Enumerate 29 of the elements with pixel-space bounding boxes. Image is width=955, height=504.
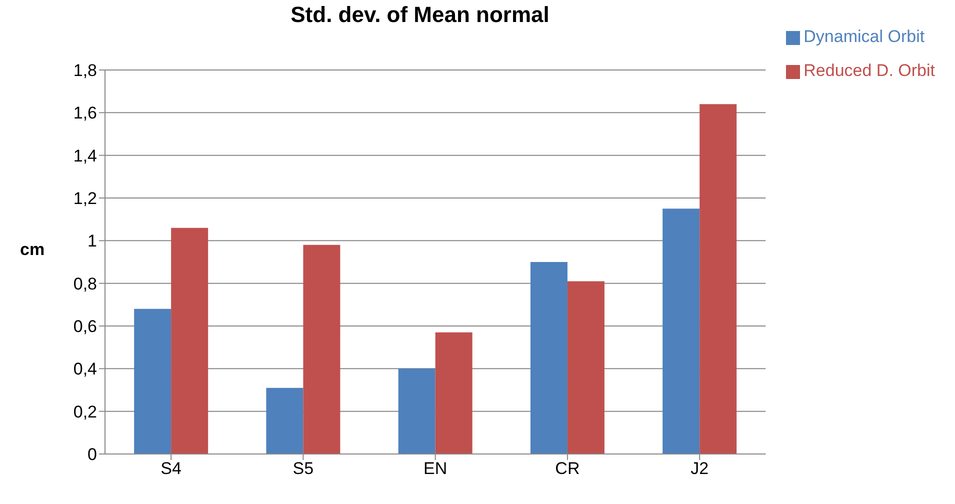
bar	[134, 308, 172, 454]
x-tick-label: CR	[555, 459, 580, 478]
legend-label: Dynamical Orbit	[804, 27, 925, 46]
x-tick-label: J2	[690, 459, 709, 478]
y-tick-label: 1,2	[73, 189, 97, 208]
bar	[435, 332, 472, 454]
y-tick-label: 1,6	[73, 104, 97, 123]
y-axis-title: cm	[20, 240, 45, 260]
y-tick-label: 0	[88, 445, 97, 464]
bar	[303, 244, 340, 454]
bar	[530, 262, 568, 454]
y-tick-label: 1,8	[73, 61, 97, 80]
y-tick-label: 1,4	[73, 146, 97, 166]
chart-title: Std. dev. of Mean normal	[290, 2, 550, 28]
y-tick-label: 0,4	[73, 360, 97, 379]
bar	[266, 388, 304, 454]
y-tick-label: 0,2	[73, 402, 97, 422]
x-tick-label: S4	[160, 459, 182, 478]
bar	[567, 281, 604, 454]
y-tick-label: 0,6	[73, 317, 97, 336]
bar	[662, 208, 700, 454]
y-tick-label: 0,8	[73, 274, 97, 294]
y-tick-label: 1	[88, 232, 97, 251]
x-tick-label: S5	[292, 459, 314, 478]
bar	[171, 228, 208, 454]
legend-label: Reduced D. Orbit	[804, 61, 935, 80]
bar	[398, 368, 436, 454]
x-tick-label: EN	[424, 459, 448, 478]
bar	[700, 104, 737, 454]
